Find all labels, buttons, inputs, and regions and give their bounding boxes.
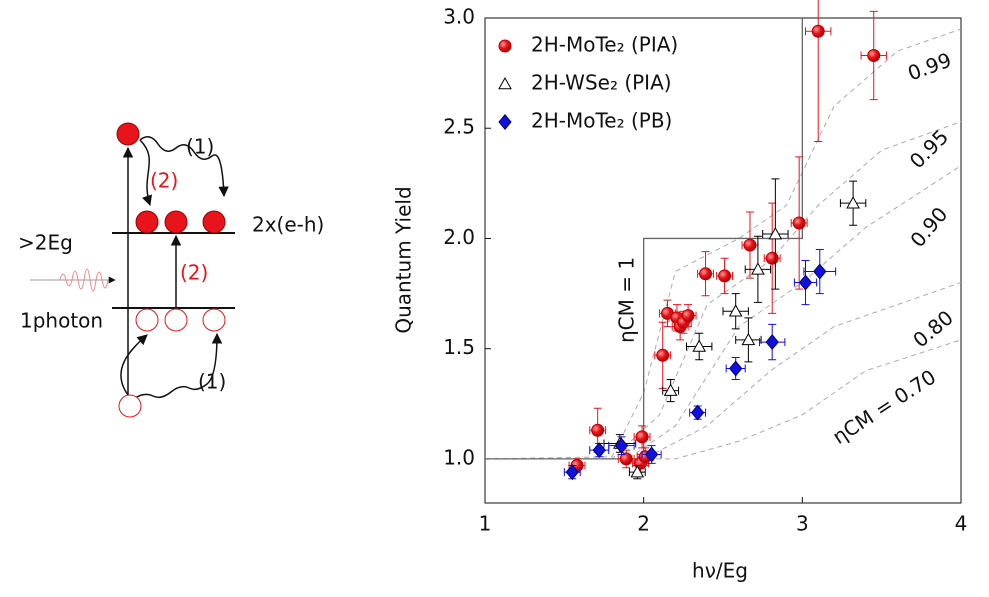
hole [135,308,159,332]
electron [202,210,226,234]
diagram: (1) (2) 2x(e-h) >2Eg (2) 1photon (1) [18,122,324,418]
label: (1) [186,135,214,159]
point [728,304,743,317]
y-tick-label: 1.0 [443,445,475,469]
label: (2) [150,169,178,193]
y-error-bar [814,0,823,142]
arrow [134,332,223,399]
hole [164,308,188,332]
point [656,348,670,362]
y-tick-label: 1.5 [443,335,475,359]
curve-label: ηCM = 0.70 [828,365,940,449]
step-line [485,18,803,460]
label: >2Eg [18,231,73,255]
point [644,446,659,463]
x-tick-label: 2 [637,512,650,536]
x-tick-label: 1 [479,512,492,536]
label: (2) [180,261,208,285]
legend-label: 2H-MoTe₂ (PB) [531,109,672,133]
pulse [59,268,109,292]
arrow [120,334,148,396]
point [692,339,707,352]
point [811,24,825,38]
x-axis-label: hν/Eg [692,559,748,583]
arrow [139,136,229,198]
point [690,404,705,421]
arrow [139,139,153,206]
point [663,383,678,396]
plot: 1 2 3 4 1.0 1.5 2.0 2.5 3.0 0.99 0.95 0.90 0.80 ηCM =… [443,0,967,536]
point [592,442,606,459]
electron [164,210,188,234]
point [765,251,779,265]
electron [116,122,140,146]
point [751,262,765,275]
point [591,423,605,437]
label: 1photon [20,309,103,333]
point [619,452,633,466]
legend-marker [498,39,512,53]
point [813,263,827,280]
point [768,227,783,240]
point [765,334,779,351]
y-tick-label: 2.0 [443,225,475,249]
point [718,269,732,283]
curve-label: 0.80 [908,305,958,352]
model-curve [485,165,962,460]
legend-marker [498,114,512,130]
curve-label: 0.95 [905,125,953,173]
electron [135,210,159,234]
label: 2x(e-h) [252,213,324,237]
point [743,238,757,252]
legend-marker [498,76,512,90]
curve-label: 0.99 [904,48,954,86]
point [741,332,756,346]
point [729,360,743,377]
point [798,274,813,291]
x-tick-label: 3 [796,512,809,536]
point [699,267,713,281]
point [635,430,649,444]
point [681,309,695,323]
point [867,48,881,62]
legend-label: 2H-WSe₂ (PIA) [531,71,672,95]
y-tick-label: 2.5 [443,115,475,139]
model-curve [485,339,962,460]
hole [118,394,142,418]
hole [202,308,226,332]
point [630,465,645,478]
point [846,196,860,209]
x-tick-label: 4 [955,512,968,536]
point [792,216,806,230]
label: (1) [198,370,226,394]
curve-label: 0.90 [905,202,952,252]
step-label: ηCM = 1 [615,257,639,343]
point [614,437,629,454]
plot-frame [484,17,962,504]
y-axis-label: Quantum Yield [392,186,416,333]
point [565,464,579,481]
y-tick-label: 3.0 [443,5,475,29]
legend-label: 2H-MoTe₂ (PIA) [531,33,678,57]
